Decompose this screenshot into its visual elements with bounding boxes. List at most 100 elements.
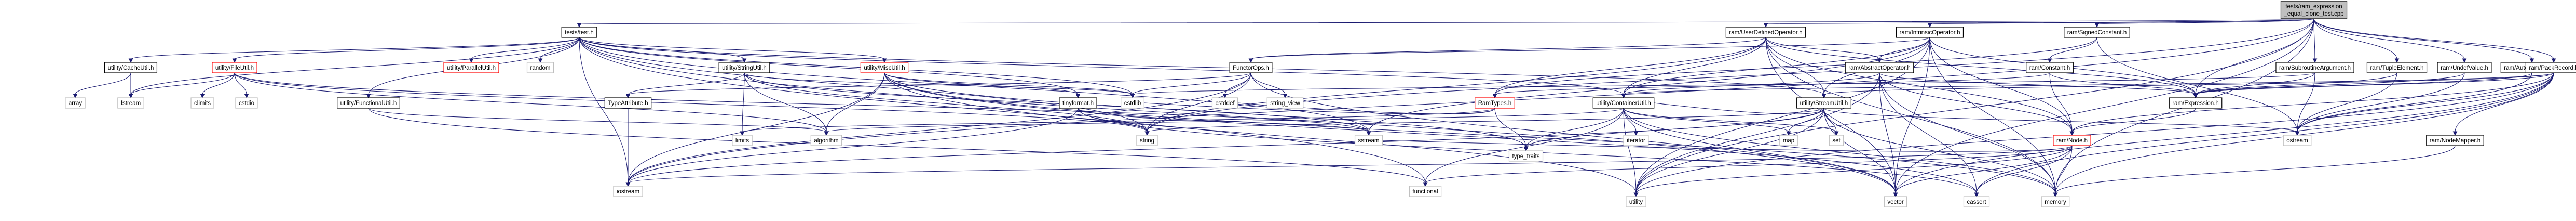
node-util-string[interactable]: utility/StringUtil.h — [718, 62, 770, 73]
node-box — [1136, 135, 1158, 146]
node-ram-tuple-element[interactable]: ram/TupleElement.h — [2366, 62, 2428, 73]
edge-functor-ops-to-std-vector — [1250, 72, 1896, 194]
node-util-cache[interactable]: utility/CacheUtil.h — [104, 62, 158, 73]
edge-arrowhead — [73, 94, 78, 99]
edge-util-functional-to-std-functional — [368, 108, 1426, 184]
node-type-attribute[interactable]: TypeAttribute.h — [604, 97, 652, 109]
edge-ram-user-defined-to-functor-ops — [1250, 37, 1766, 60]
node-label: ram/Node.h — [2056, 138, 2088, 144]
edge-arrowhead — [1144, 131, 1150, 136]
node-box — [810, 135, 842, 146]
edge-arrowhead — [1248, 58, 1253, 63]
node-util-misc[interactable]: utility/MiscUtil.h — [860, 62, 909, 73]
edge-util-container-to-std-type-traits — [1525, 108, 1624, 148]
node-ram-types[interactable]: RamTypes.h — [1475, 97, 1515, 109]
edge-root-to-tests-test — [579, 18, 2314, 24]
node-ram-user-defined[interactable]: ram/UserDefinedOperator.h — [1725, 27, 1806, 38]
node-box — [1211, 97, 1238, 109]
node-std-map: map — [1779, 135, 1798, 146]
edge-ram-abstract-operator-to-std-cassert — [1879, 72, 1977, 194]
node-label: string — [1140, 138, 1154, 144]
edge-util-misc-to-std-algorithm — [826, 72, 885, 133]
edge-util-container-to-std-functional — [1425, 108, 1624, 184]
edge-arrowhead — [1834, 131, 1839, 136]
node-util-stream[interactable]: utility/StreamUtil.h — [1796, 97, 1851, 109]
node-ram-pack-record[interactable]: ram/PackRecord.h — [2525, 62, 2576, 73]
node-ram-abstract-operator[interactable]: ram/AbstractOperator.h — [1845, 62, 1914, 73]
node-box — [1896, 27, 1964, 38]
node-label: utility/CacheUtil.h — [108, 65, 154, 71]
edge-util-container-to-std-vector — [1623, 108, 1896, 194]
edge-util-string-to-std-string — [744, 72, 1148, 133]
edge-ram-constant-to-ram-types — [1494, 72, 2050, 95]
node-ram-subroutine-argument[interactable]: ram/SubroutineArgument.h — [2275, 62, 2354, 73]
edge-ram-tuple-element-to-ram-expression — [2195, 72, 2397, 95]
edge-root-to-ram-tuple-element — [2313, 18, 2397, 60]
edge-arrowhead — [577, 23, 582, 28]
node-util-container[interactable]: utility/ContainerUtil.h — [1592, 97, 1655, 109]
edge-arrowhead — [1621, 94, 1626, 99]
node-box — [1623, 135, 1649, 146]
edge-root-to-std-string — [1147, 18, 2314, 133]
node-box — [1963, 196, 1990, 207]
edge-ram-abstract-operator-to-std-utility — [1635, 72, 1880, 194]
node-label: ram/UndefValue.h — [2441, 65, 2488, 71]
edge-ram-pack-record-to-std-vector — [1895, 72, 2554, 194]
edge-ram-intrinsic-to-functor-ops — [1250, 37, 1930, 60]
node-ram-node[interactable]: ram/Node.h — [2053, 135, 2091, 146]
edge-arrowhead — [1974, 192, 1979, 198]
node-label: vector — [1887, 199, 1903, 205]
node-ram-constant[interactable]: ram/Constant.h — [2026, 62, 2074, 73]
node-ram-expression[interactable]: ram/Expression.h — [2169, 97, 2223, 109]
node-box — [235, 97, 258, 109]
node-std-random: random — [526, 62, 554, 73]
node-tests-test[interactable]: tests/test.h — [561, 27, 597, 38]
node-ram-signed-constant[interactable]: ram/SignedConstant.h — [2064, 27, 2130, 38]
node-label: ram/IntrinsicOperator.h — [1900, 30, 1960, 36]
node-label: TypeAttribute.h — [608, 100, 648, 107]
edge-ram-auto-increment-to-std-ostream — [2297, 72, 2532, 133]
node-std-iostream: iostream — [613, 186, 643, 197]
edge-arrowhead — [1130, 94, 1135, 99]
node-root[interactable]: tests/ram_expression_equal_clone_test.cp… — [2280, 1, 2348, 19]
node-label: utility/FileUtil.h — [215, 65, 254, 71]
edge-ram-intrinsic-to-std-memory — [1929, 37, 2056, 194]
edge-tinyformat-to-std-iostream — [628, 108, 1079, 184]
edge-ram-signed-constant-to-ram-types — [1494, 37, 2097, 95]
edge-ram-expression-to-ram-node — [2071, 108, 2196, 133]
node-std-memory: memory — [2041, 196, 2070, 207]
node-ram-undef-value[interactable]: ram/UndefValue.h — [2437, 62, 2492, 73]
node-label: ram/Expression.h — [2172, 100, 2218, 107]
node-tinyformat[interactable]: tinyformat.h — [1059, 97, 1097, 109]
node-label: ram/Constant.h — [2029, 65, 2070, 71]
node-label: iterator — [1627, 138, 1645, 144]
node-std-cstddef: cstddef — [1211, 97, 1238, 109]
edge-ram-node-to-std-functional — [1425, 145, 2073, 184]
node-label: _equal_clone_test.cpp — [2283, 11, 2343, 17]
node-box — [2437, 62, 2492, 73]
node-std-climits: climits — [190, 97, 214, 109]
node-box — [2366, 62, 2428, 73]
edge-ram-intrinsic-to-ram-abstract-operator — [1879, 37, 1930, 60]
node-box — [1725, 27, 1806, 38]
node-util-functional[interactable]: utility/FunctionalUtil.h — [337, 97, 400, 109]
node-label: limits — [735, 138, 749, 144]
node-ram-node-mapper[interactable]: ram/NodeMapper.h — [2426, 135, 2484, 146]
edge-arrowhead — [1927, 23, 1932, 28]
edge-ram-abstract-operator-to-std-memory — [1879, 72, 2056, 194]
edge-tests-test-to-util-parallel — [471, 37, 580, 60]
node-label: utility/ContainerUtil.h — [1596, 100, 1651, 107]
node-std-array: array — [65, 97, 86, 109]
edge-ram-user-defined-to-util-container — [1623, 37, 1766, 95]
node-box — [1626, 196, 1646, 207]
node-box — [1266, 97, 1304, 109]
node-ram-intrinsic[interactable]: ram/IntrinsicOperator.h — [1896, 27, 1964, 38]
edge-ram-node-to-std-vector — [1895, 145, 2073, 194]
node-util-file[interactable]: utility/FileUtil.h — [212, 62, 257, 73]
node-util-parallel[interactable]: utility/ParallelUtil.h — [443, 62, 499, 73]
edge-ram-auto-increment-to-ram-expression — [2195, 72, 2532, 95]
node-functor-ops[interactable]: FunctorOps.h — [1229, 62, 1273, 73]
edge-util-file-to-std-cstdio — [234, 72, 247, 95]
edge-ram-pack-record-to-util-container — [1623, 72, 2554, 95]
edge-functor-ops-to-type-attribute — [628, 72, 1251, 95]
